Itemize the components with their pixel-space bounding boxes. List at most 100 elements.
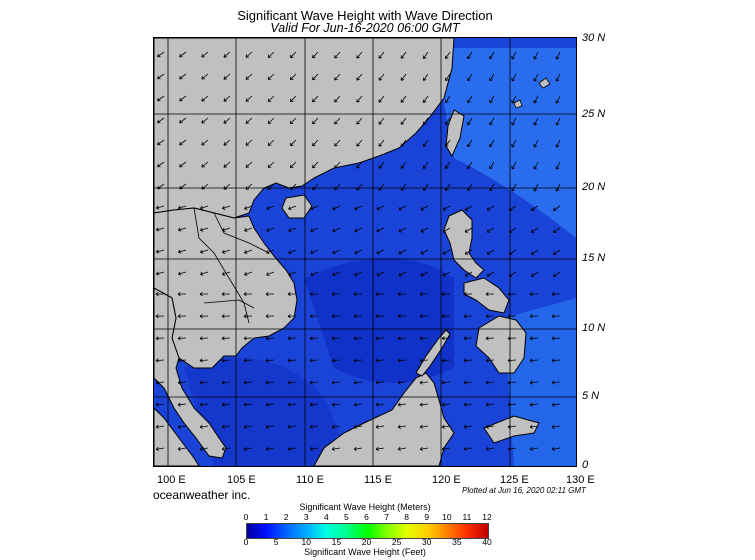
wave-arrow-head [243, 402, 247, 406]
wave-arrow-head [155, 424, 159, 428]
wave-arrow [267, 95, 275, 102]
wave-arrow-head [243, 448, 247, 451]
wave-arrow [245, 117, 253, 124]
wave-arrow-head [266, 274, 270, 277]
wave-arrow-head [551, 293, 555, 297]
wave-arrow-head [419, 402, 423, 406]
wave-arrow-head [309, 291, 313, 295]
wave-arrow-head [485, 291, 489, 295]
wave-arrow [312, 51, 319, 59]
wave-arrow-head [245, 98, 248, 102]
wave-arrow-head [353, 424, 357, 428]
wave-arrow [378, 183, 385, 191]
wave-arrow-head [485, 424, 489, 428]
wave-arrow [157, 183, 165, 189]
wave-arrow-head [177, 315, 181, 319]
wave-arrow [533, 183, 539, 192]
wave-arrow [157, 117, 165, 123]
wave-arrow-head [353, 360, 357, 363]
wave-arrow-head [177, 446, 181, 450]
wave-arrow [179, 73, 187, 80]
wave-arrow-head [155, 382, 159, 385]
wave-arrow-head [155, 227, 159, 231]
wave-arrow-head [287, 402, 291, 406]
sea-darker-patch [184, 358, 354, 466]
wave-arrow-head [485, 380, 489, 384]
wave-arrow-head [397, 293, 401, 297]
wave-arrow [334, 51, 341, 59]
wave-arrow-head [489, 101, 493, 104]
wave-arrow-head [397, 336, 401, 339]
wave-arrow-head [266, 208, 270, 211]
wave-arrow-head [223, 98, 226, 102]
wave-arrow [288, 403, 297, 406]
wave-arrow [332, 249, 341, 254]
wave-arrow-head [199, 291, 203, 295]
wave-arrow-head [353, 314, 357, 317]
wave-arrow-head [419, 315, 423, 319]
colorbar-meters-tick: 3 [303, 512, 309, 522]
wave-arrow [222, 447, 231, 450]
wave-arrow-head [331, 314, 335, 317]
wave-arrow [420, 205, 429, 211]
ryukyu-island [513, 99, 523, 109]
wave-arrow [156, 227, 165, 231]
wave-arrow-head [529, 426, 533, 429]
wave-arrow [179, 183, 187, 190]
wave-arrow [244, 205, 253, 210]
wave-arrow [312, 139, 319, 147]
wave-arrow-head [331, 382, 335, 385]
wave-arrow [464, 403, 473, 406]
wave-arrow-head [331, 358, 335, 361]
wave-arrow-head [419, 380, 423, 384]
wave-arrow [445, 161, 451, 169]
wave-arrow [467, 95, 473, 103]
wave-arrow [245, 73, 253, 80]
wave-arrow-head [507, 360, 511, 363]
wave-arrow [486, 403, 495, 406]
wave-arrow-head [556, 145, 560, 148]
wave-arrow [288, 227, 297, 232]
wave-arrow [334, 183, 341, 191]
wave-arrow-head [378, 145, 383, 147]
wave-arrow-head [155, 315, 159, 319]
wave-arrow [420, 425, 429, 428]
wave-arrow-head [376, 206, 379, 210]
wave-arrow-head [332, 272, 335, 276]
wave-arrow [423, 51, 429, 59]
wave-arrow [423, 161, 429, 169]
wave-arrow-head [529, 382, 533, 385]
wave-arrow-head [155, 402, 159, 406]
wave-arrow-head [378, 123, 383, 125]
wave-arrow-head [441, 291, 445, 295]
wave-arrow-head [200, 205, 203, 209]
wave-arrow-head [309, 315, 313, 319]
wave-arrow-head [288, 274, 292, 277]
wave-arrow-head [245, 76, 248, 80]
wave-arrow-head [354, 230, 358, 233]
wave-arrow-head [376, 231, 380, 233]
wave-arrow-head [397, 402, 401, 406]
country-border [213, 212, 270, 254]
wave-arrow [222, 403, 231, 406]
wave-arrow-head [442, 206, 445, 211]
wave-arrow-head [467, 57, 471, 60]
wave-arrow [244, 425, 253, 428]
wave-arrow [222, 249, 231, 253]
wave-arrow [423, 95, 429, 103]
wave-arrow-head [354, 272, 357, 276]
wave-arrow [376, 227, 385, 232]
wave-arrow-head [401, 167, 405, 169]
wave-arrow [312, 183, 319, 191]
wave-arrow-head [177, 360, 181, 363]
wave-arrow [356, 183, 363, 191]
wave-arrow [533, 95, 539, 104]
wave-arrow-head [507, 358, 511, 361]
wave-arrow-head [177, 382, 181, 385]
wave-arrow-head [309, 358, 313, 361]
wave-arrow [508, 425, 517, 428]
wave-arrow-head [309, 426, 313, 429]
wave-arrow-head [201, 120, 203, 124]
wave-arrow-head [265, 382, 269, 385]
wave-arrow [200, 205, 209, 209]
